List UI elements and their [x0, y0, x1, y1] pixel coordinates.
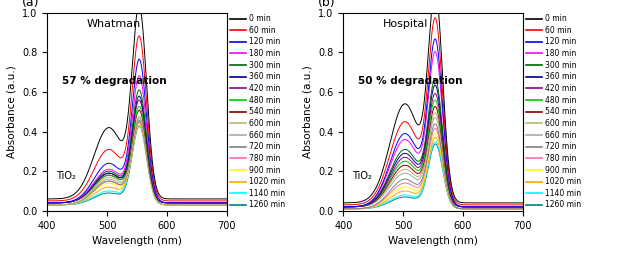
Text: 780 min: 780 min [545, 154, 576, 163]
Text: 660 min: 660 min [249, 131, 280, 139]
Text: TiO₂: TiO₂ [56, 171, 76, 181]
Text: 300 min: 300 min [249, 61, 280, 70]
Text: 540 min: 540 min [545, 107, 576, 116]
Text: 120 min: 120 min [249, 37, 280, 46]
Text: 300 min: 300 min [545, 61, 576, 70]
Text: 660 min: 660 min [545, 131, 576, 139]
Text: 900 min: 900 min [249, 166, 280, 174]
Text: 180 min: 180 min [545, 49, 576, 58]
Text: 780 min: 780 min [249, 154, 280, 163]
Text: (a): (a) [22, 0, 40, 9]
Text: 57 % degradation: 57 % degradation [62, 76, 166, 86]
X-axis label: Wavelength (nm): Wavelength (nm) [92, 236, 182, 246]
Text: 1020 min: 1020 min [545, 177, 581, 186]
Text: 720 min: 720 min [545, 142, 576, 151]
Text: Hospital: Hospital [383, 19, 428, 29]
Text: 50 % degradation: 50 % degradation [358, 76, 462, 86]
Text: 60 min: 60 min [249, 26, 275, 35]
Text: 900 min: 900 min [545, 166, 576, 174]
Text: 600 min: 600 min [249, 119, 280, 128]
Text: 1020 min: 1020 min [249, 177, 285, 186]
Text: 360 min: 360 min [545, 72, 576, 81]
Text: Whatman: Whatman [87, 19, 141, 29]
Text: 480 min: 480 min [249, 96, 280, 105]
Y-axis label: Absorbance (a.u.): Absorbance (a.u.) [6, 65, 16, 158]
Text: 600 min: 600 min [545, 119, 576, 128]
Text: 0 min: 0 min [249, 14, 271, 23]
Text: 420 min: 420 min [249, 84, 280, 93]
Text: 1260 min: 1260 min [249, 200, 285, 210]
Text: 60 min: 60 min [545, 26, 571, 35]
X-axis label: Wavelength (nm): Wavelength (nm) [388, 236, 478, 246]
Text: 1140 min: 1140 min [249, 189, 285, 198]
Text: 420 min: 420 min [545, 84, 576, 93]
Text: (b): (b) [318, 0, 336, 9]
Text: TiO₂: TiO₂ [352, 171, 372, 181]
Text: 120 min: 120 min [545, 37, 576, 46]
Text: 540 min: 540 min [249, 107, 280, 116]
Text: 720 min: 720 min [249, 142, 280, 151]
Text: 1140 min: 1140 min [545, 189, 581, 198]
Y-axis label: Absorbance (a.u.): Absorbance (a.u.) [302, 65, 312, 158]
Text: 360 min: 360 min [249, 72, 280, 81]
Text: 1260 min: 1260 min [545, 200, 581, 210]
Text: 180 min: 180 min [249, 49, 280, 58]
Text: 480 min: 480 min [545, 96, 576, 105]
Text: 0 min: 0 min [545, 14, 567, 23]
